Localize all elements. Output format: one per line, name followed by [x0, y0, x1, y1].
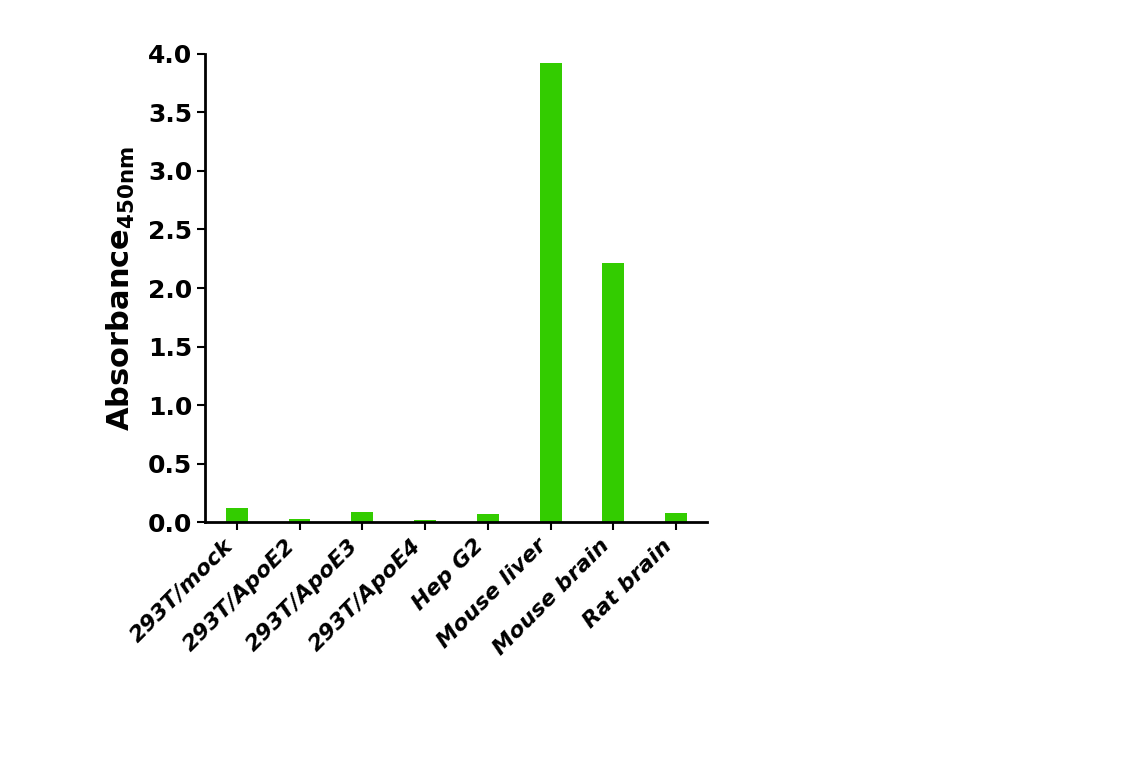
- Bar: [226, 508, 248, 522]
- Bar: [602, 263, 624, 522]
- Y-axis label: Absorbance$_{\mathbf{450nm}}$: Absorbance$_{\mathbf{450nm}}$: [105, 145, 137, 431]
- Bar: [665, 513, 687, 522]
- Bar: [540, 63, 561, 522]
- Bar: [414, 520, 436, 522]
- Bar: [351, 511, 373, 522]
- Bar: [289, 518, 310, 522]
- Bar: [477, 514, 499, 522]
